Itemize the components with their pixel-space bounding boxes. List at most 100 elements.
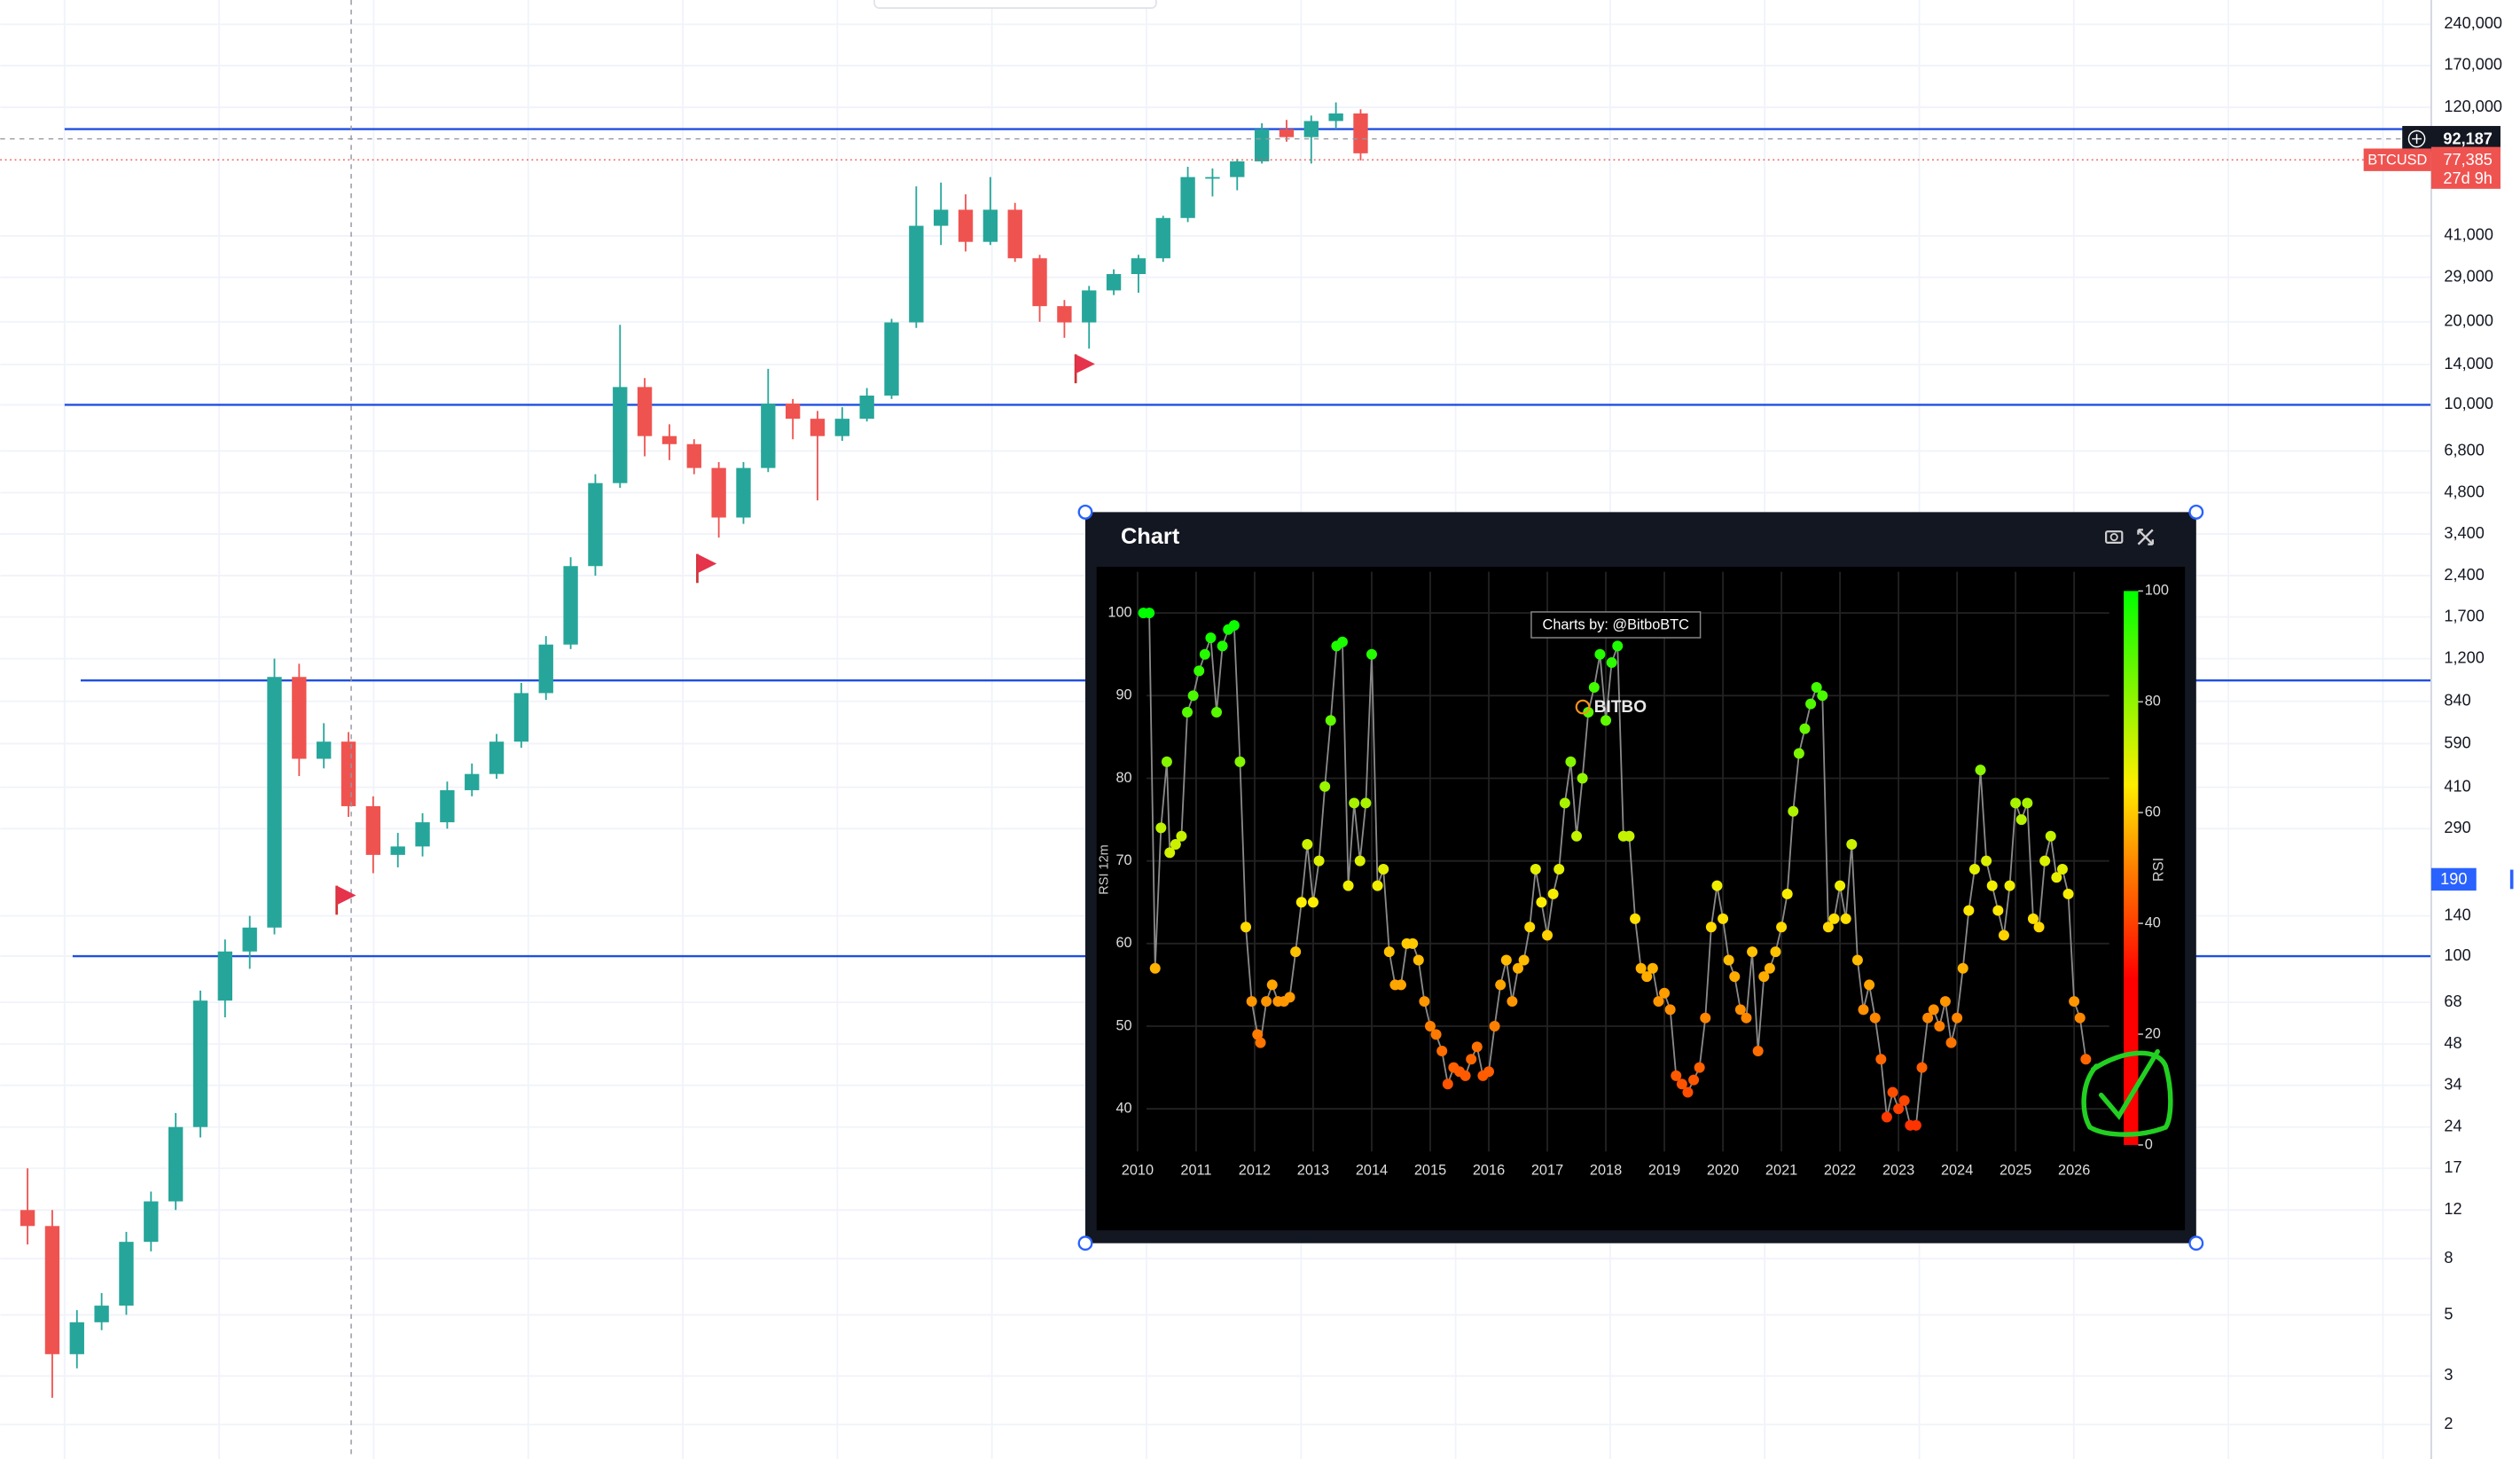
rsi-point bbox=[2080, 1054, 2092, 1065]
rsi-point bbox=[1565, 756, 1577, 767]
candle-body bbox=[292, 677, 307, 759]
candle-body bbox=[1303, 121, 1319, 137]
watermark-logo bbox=[1575, 699, 1591, 715]
symbol-badge bbox=[2363, 148, 2431, 171]
y-tick-label: 290 bbox=[2444, 819, 2470, 836]
rsi-point bbox=[1741, 1012, 1752, 1024]
candle-body bbox=[909, 225, 924, 323]
rsi-point bbox=[1910, 1119, 1921, 1131]
colorbar bbox=[2124, 591, 2139, 1145]
y-tick-label: 48 bbox=[2444, 1034, 2461, 1052]
candle-body bbox=[661, 435, 677, 444]
watermark: BITBO bbox=[1594, 698, 1647, 717]
y-tick-label: 170,000 bbox=[2444, 56, 2502, 74]
rsi-point bbox=[1442, 1079, 1453, 1090]
rsi-point bbox=[1513, 962, 1524, 974]
candle-body bbox=[934, 209, 949, 226]
candle-body bbox=[1328, 113, 1343, 122]
candle-body bbox=[242, 927, 257, 952]
rsi-point bbox=[1234, 756, 1246, 767]
plot-bg bbox=[1096, 567, 2186, 1231]
rsi-point bbox=[1770, 946, 1781, 958]
candle-body bbox=[440, 789, 455, 823]
rsi-point bbox=[1425, 1021, 1436, 1032]
candle-body bbox=[761, 404, 776, 468]
y-tick-label: 41,000 bbox=[2444, 226, 2493, 244]
candle-body bbox=[563, 566, 578, 645]
camera-body bbox=[2105, 530, 2124, 544]
y-tick-label: 20,000 bbox=[2444, 312, 2493, 330]
rsi-point bbox=[1193, 665, 1205, 677]
candle-body bbox=[365, 805, 381, 855]
resize-handle[interactable] bbox=[1077, 1235, 1093, 1251]
rsi-point bbox=[1688, 1074, 1700, 1086]
rsi-panel[interactable]: Chart 2010 2011 2012 2013 2014 2015 2016 2017 20… bbox=[1077, 504, 2204, 1251]
rsi-point bbox=[1718, 913, 1729, 924]
rsi-point bbox=[1307, 897, 1319, 908]
resize-handle[interactable] bbox=[1077, 504, 1093, 520]
resize-handle[interactable] bbox=[2188, 1235, 2204, 1251]
rsi-point bbox=[1483, 1066, 1495, 1078]
candle-body bbox=[1057, 306, 1072, 323]
camera-icon[interactable] bbox=[2105, 530, 2124, 544]
y-tick-label: 29,000 bbox=[2444, 267, 2493, 285]
marker-price: 190 bbox=[2440, 870, 2467, 888]
rsi-point bbox=[1975, 765, 1986, 776]
rsi-point bbox=[1758, 971, 1770, 983]
x-tick-label: 2016 bbox=[1473, 1162, 1505, 1178]
candle-body bbox=[958, 209, 974, 242]
candle-body bbox=[489, 741, 505, 774]
resize-handle[interactable] bbox=[2188, 504, 2204, 520]
rsi-point bbox=[1998, 930, 2009, 941]
rsi-point bbox=[1360, 797, 1372, 809]
candle-body bbox=[340, 741, 356, 806]
annotation-box bbox=[1530, 611, 1702, 639]
colorbar-tick-label: 0 bbox=[2145, 1136, 2153, 1152]
rsi-point bbox=[1290, 946, 1302, 958]
top-toolbar-tab[interactable] bbox=[873, 0, 1157, 9]
rsi-point bbox=[1161, 756, 1172, 767]
countdown: 27d 9h bbox=[2443, 169, 2493, 187]
candle-body bbox=[810, 419, 826, 436]
rsi-point bbox=[1489, 1021, 1500, 1032]
rsi-point bbox=[1252, 1029, 1264, 1040]
y-tick-label: 10,000 bbox=[2444, 395, 2493, 412]
rsi-point bbox=[1875, 1054, 1887, 1065]
candle-body bbox=[192, 1000, 208, 1127]
colorbar-tick-label: 80 bbox=[2145, 694, 2161, 710]
expand-icon[interactable] bbox=[2137, 529, 2154, 545]
rsi-point bbox=[1228, 620, 1240, 631]
rsi-point bbox=[1349, 797, 1360, 809]
y-tick-label: 90 bbox=[1115, 687, 1131, 703]
candle-body bbox=[168, 1126, 184, 1202]
rsi-point bbox=[1957, 962, 1968, 974]
candle-body bbox=[119, 1242, 134, 1306]
rsi-point bbox=[1588, 682, 1600, 693]
rsi-point bbox=[2022, 797, 2033, 809]
rsi-point bbox=[1734, 1004, 1746, 1016]
rsi-point bbox=[1858, 1004, 1869, 1016]
rsi-point bbox=[1217, 640, 1228, 652]
rsi-point bbox=[1577, 773, 1588, 784]
rsi-point bbox=[1319, 780, 1331, 792]
colorbar-tick-label: 60 bbox=[2145, 804, 2161, 820]
rsi-point bbox=[1916, 1062, 1928, 1073]
candle-body bbox=[588, 482, 603, 567]
x-tick-label: 2011 bbox=[1180, 1162, 1211, 1178]
candle-body bbox=[513, 693, 529, 742]
rsi-point bbox=[1881, 1111, 1892, 1123]
crosshair-price: 92,187 bbox=[2443, 129, 2493, 147]
candle-body bbox=[1254, 129, 1270, 161]
rsi-point bbox=[1822, 922, 1834, 933]
y-tick-label: 50 bbox=[1115, 1017, 1131, 1033]
rsi-point bbox=[1325, 715, 1336, 726]
rsi-point bbox=[1922, 1012, 1934, 1024]
rsi-point bbox=[1378, 863, 1389, 875]
rsi-point bbox=[1395, 979, 1406, 991]
rsi-point bbox=[1776, 922, 1788, 933]
colorbar-tick-label: 20 bbox=[2145, 1025, 2161, 1041]
rsi-point bbox=[2004, 880, 2015, 891]
rsi-point bbox=[1647, 962, 1658, 974]
x-tick-label: 2023 bbox=[1882, 1162, 1914, 1178]
rsi-point bbox=[1436, 1045, 1448, 1056]
